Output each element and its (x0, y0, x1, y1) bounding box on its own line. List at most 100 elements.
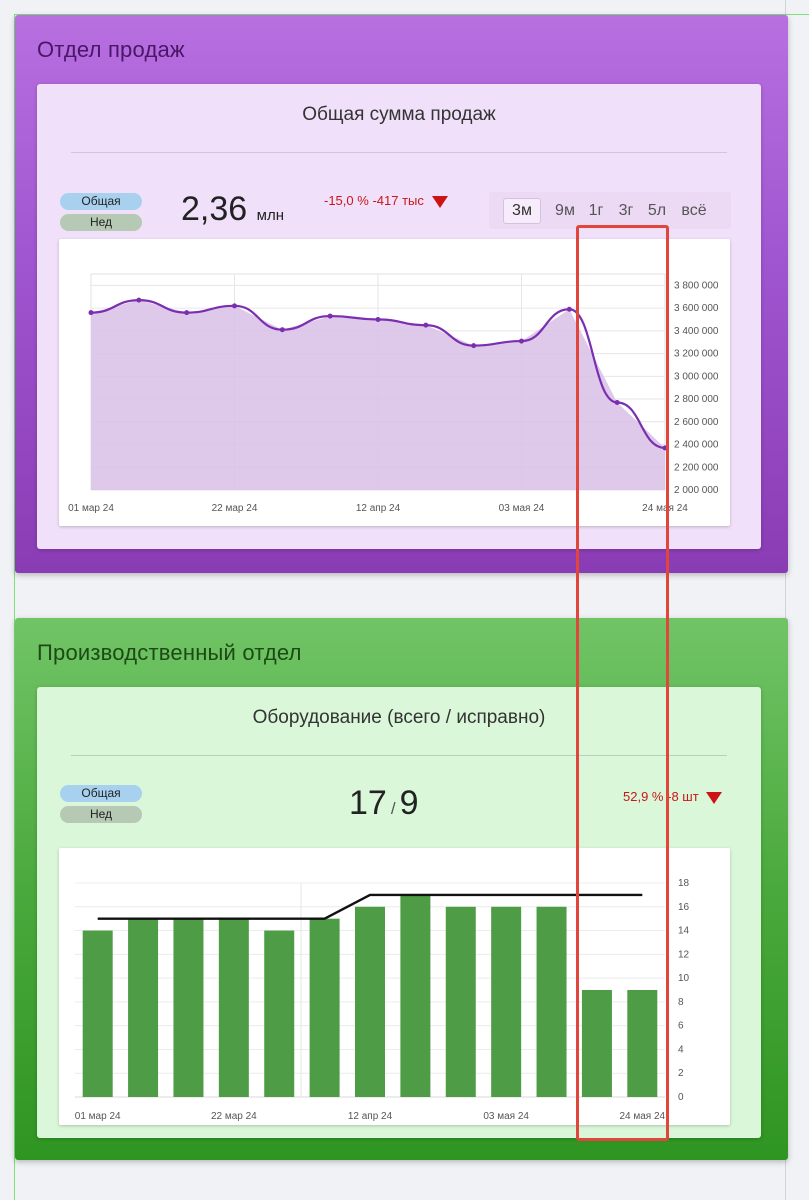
right-edge-line (785, 0, 786, 1200)
equipment-delta-percent: 52,9 % (623, 789, 664, 804)
equipment-bar (491, 906, 522, 1097)
y-tick-label: 0 (678, 1092, 684, 1103)
equipment-bar (355, 906, 385, 1097)
production-department-panel: Производственный отдел Оборудование (все… (15, 618, 788, 1160)
y-tick-label: 18 (678, 878, 690, 889)
sales-data-point (471, 343, 477, 349)
x-tick-label: 01 мар 24 (75, 1111, 121, 1122)
equipment-bar (173, 918, 204, 1097)
y-tick-label: 3 000 000 (674, 371, 719, 382)
range-5y-button[interactable]: 5л (647, 201, 667, 219)
filter-pill-week[interactable]: Нед (60, 806, 142, 823)
y-tick-label: 6 (678, 1021, 684, 1032)
x-tick-label: 22 мар 24 (211, 1111, 257, 1122)
x-tick-label: 22 мар 24 (212, 503, 258, 514)
equipment-bar (627, 990, 658, 1097)
y-tick-label: 3 200 000 (674, 349, 719, 360)
sales-data-point (519, 338, 524, 344)
equipment-delta-abs: -8 шт (667, 789, 699, 804)
sales-chart: 2 000 000 2 200 000 2 400 000 2 600 000 2 80… (59, 239, 730, 526)
y-tick-label: 16 (678, 902, 690, 913)
sales-data-point (614, 399, 620, 405)
sales-value-number: 2,36 (181, 190, 248, 228)
x-tick-label: 03 мая 24 (483, 1111, 529, 1122)
sales-total-card: Общая сумма продаж Общая Нед 2,36 млн -1… (37, 84, 761, 549)
divider (71, 755, 727, 756)
y-tick-label: 2 400 000 (674, 440, 719, 451)
sales-delta-abs: -417 тыс (372, 193, 424, 208)
equipment-bar (218, 918, 249, 1097)
divider (71, 152, 727, 153)
equipment-card: Оборудование (всего / исправно) Общая Не… (37, 687, 761, 1138)
equipment-total: 17 (349, 784, 387, 822)
range-3m-button[interactable]: 3м (503, 197, 541, 224)
filter-pill-total[interactable]: Общая (60, 785, 142, 802)
filter-pill-week[interactable]: Нед (60, 214, 142, 231)
x-tick-label: 24 мая 24 (619, 1111, 665, 1122)
sales-card-title: Общая сумма продаж (302, 104, 496, 125)
equipment-delta: 52,9 % -8 шт (623, 789, 723, 804)
sales-department-panel: Отдел продаж Общая сумма продаж Общая Не… (15, 15, 788, 573)
guide-line-vertical (14, 14, 15, 1200)
equipment-total-line (97, 893, 643, 920)
equipment-bar (536, 906, 567, 1097)
guide-line-horizontal (14, 14, 809, 15)
y-tick-label: 10 (678, 973, 690, 984)
sales-value-unit: млн (256, 207, 284, 224)
range-1y-button[interactable]: 1г (588, 201, 604, 219)
equipment-bar (445, 906, 476, 1097)
down-triangle-icon (706, 791, 723, 804)
equipment-bar (309, 918, 340, 1097)
sales-area-chart: 2 000 000 2 200 000 2 400 000 2 600 000 2 80… (68, 273, 719, 514)
sales-data-point (184, 310, 190, 316)
period-selector: 3м 9м 1г 3г 5л всё (489, 192, 731, 229)
y-tick-label: 3 400 000 (674, 326, 719, 337)
sales-data-point (279, 327, 285, 333)
sales-data-point (566, 306, 572, 312)
sales-data-point (88, 310, 94, 316)
sales-data-point (375, 316, 381, 322)
y-tick-label: 2 200 000 (674, 462, 719, 473)
y-tick-label: 2 000 000 (674, 485, 719, 496)
x-tick-label: 03 мая 24 (499, 503, 545, 514)
production-department-title: Производственный отдел (37, 640, 302, 665)
equipment-chart: 0 2 4 6 8 10 12 14 16 18 01 мар 24 22 мар 24 12 апр … (59, 848, 730, 1125)
sales-data-point (136, 297, 142, 303)
sales-area-fill (91, 300, 665, 490)
y-tick-label: 12 (678, 949, 690, 960)
equipment-bar (400, 894, 431, 1097)
sales-data-point (423, 322, 429, 328)
x-tick-label: 12 апр 24 (348, 1111, 393, 1122)
sales-delta: -15,0 % -417 тыс (324, 193, 448, 208)
equipment-value: 17/9 (349, 784, 418, 823)
y-tick-label: 8 (678, 997, 684, 1008)
sales-data-point (327, 313, 333, 319)
range-all-button[interactable]: всё (681, 201, 707, 219)
filter-pill-total[interactable]: Общая (60, 193, 142, 210)
range-9m-button[interactable]: 9м (555, 201, 575, 219)
sales-line (90, 299, 666, 450)
y-tick-label: 3 600 000 (674, 303, 719, 314)
equipment-bar (264, 930, 295, 1097)
equipment-bar (581, 990, 612, 1097)
equipment-bar-chart: 0 2 4 6 8 10 12 14 16 18 01 мар 24 22 мар 24 12 апр … (75, 878, 690, 1122)
range-3y-button[interactable]: 3г (618, 201, 634, 219)
equipment-bar (82, 930, 113, 1097)
equipment-bar (128, 918, 159, 1097)
down-triangle-icon (431, 195, 448, 208)
y-tick-label: 2 (678, 1068, 684, 1079)
y-tick-label: 3 800 000 (674, 280, 719, 291)
y-tick-label: 2 800 000 (674, 394, 719, 405)
sales-delta-percent: -15,0 % (324, 193, 369, 208)
highlight-annotation-box (576, 225, 669, 1141)
value-separator: / (390, 799, 396, 818)
sales-department-title: Отдел продаж (37, 37, 185, 62)
y-tick-label: 2 600 000 (674, 417, 719, 428)
sales-total-value: 2,36 млн (181, 190, 284, 229)
y-tick-label: 14 (678, 926, 690, 937)
sales-data-point (232, 303, 237, 309)
x-tick-label: 24 мая 24 (642, 503, 688, 514)
x-tick-label: 12 апр 24 (356, 503, 401, 514)
y-tick-label: 4 (678, 1044, 684, 1055)
equipment-ok: 9 (399, 784, 419, 822)
